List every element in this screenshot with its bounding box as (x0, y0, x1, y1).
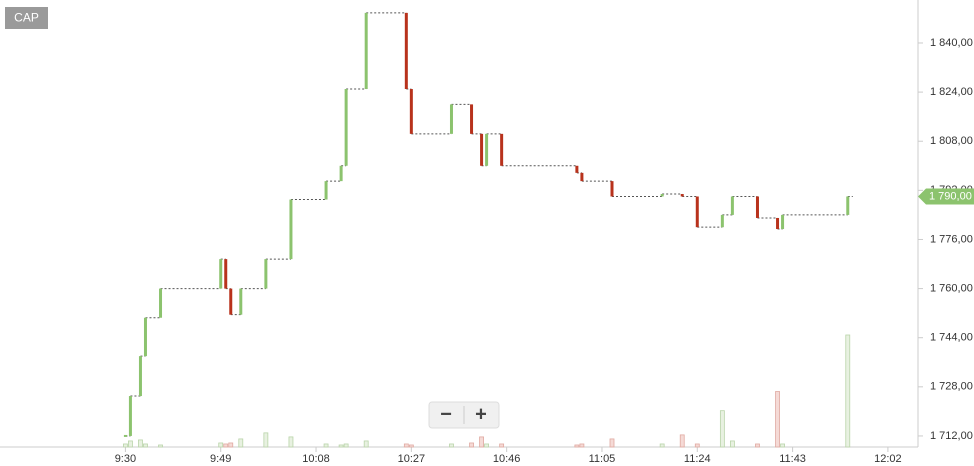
volume-bar (449, 443, 454, 448)
y-tick-label: 1 760,00 (930, 282, 973, 294)
volume-bar (138, 439, 143, 448)
x-tick-label: 10:27 (398, 453, 426, 465)
volume-bar (609, 438, 615, 448)
volume-bar (218, 442, 224, 448)
volume-bar (223, 443, 229, 448)
volume-bar (323, 443, 329, 448)
y-tick-label: 1 712,00 (930, 430, 973, 442)
volume-bar (123, 443, 128, 448)
volume-bar (775, 391, 780, 448)
volume-bar (499, 443, 505, 448)
zoom-out[interactable]: − (440, 403, 452, 425)
volume-bar (128, 440, 133, 448)
volume-bar (363, 440, 369, 448)
y-tick-label: 1 744,00 (930, 332, 973, 344)
volume-bar (263, 432, 269, 448)
volume-bar (719, 410, 725, 448)
y-tick-label: 1 840,00 (930, 37, 973, 49)
volume-bar (143, 443, 148, 448)
x-tick-label: 12:02 (874, 453, 902, 465)
volume-bar (479, 436, 484, 448)
volume-bar (579, 443, 585, 448)
x-tick-label: 10:08 (302, 453, 330, 465)
volume-bar (729, 440, 735, 448)
volume-bar (288, 436, 294, 448)
last-price-label: 1 790,00 (929, 190, 972, 202)
volume-bar (343, 443, 349, 448)
volume-bar (403, 443, 409, 448)
y-tick-label: 1 728,00 (930, 381, 973, 393)
volume-bar (755, 443, 760, 448)
x-tick-label: 11:24 (684, 453, 711, 465)
x-tick-label: 10:46 (493, 453, 521, 465)
last-price-tag (918, 188, 974, 205)
zoom-control: − + (428, 401, 500, 429)
volume-bar (469, 442, 474, 448)
volume-bar (659, 443, 665, 448)
zoom-in[interactable]: + (475, 403, 487, 425)
volume-bar (238, 438, 244, 448)
button-label: CAP (14, 11, 39, 25)
volume-bar (408, 444, 414, 448)
y-tick-label: 1 808,00 (930, 135, 973, 147)
y-tick-label: 1 824,00 (930, 86, 973, 98)
x-tick-label: 9:30 (115, 453, 136, 465)
x-tick-label: 9:49 (210, 453, 231, 465)
volume-bar (694, 443, 700, 448)
volume-bar (780, 443, 785, 448)
x-tick-label: 11:05 (589, 453, 616, 465)
x-tick-label: 11:43 (779, 453, 806, 465)
volume-bar (484, 443, 489, 448)
volume-bar (158, 444, 163, 448)
volume-bar (679, 434, 685, 448)
volume-bar (338, 444, 344, 448)
y-tick-label: 1 776,00 (930, 233, 973, 245)
button-bg (5, 7, 48, 29)
volume-bar (228, 442, 234, 448)
volume-bar (574, 444, 580, 448)
volume-bar (845, 334, 851, 448)
symbol-button[interactable]: CAP (5, 7, 48, 29)
